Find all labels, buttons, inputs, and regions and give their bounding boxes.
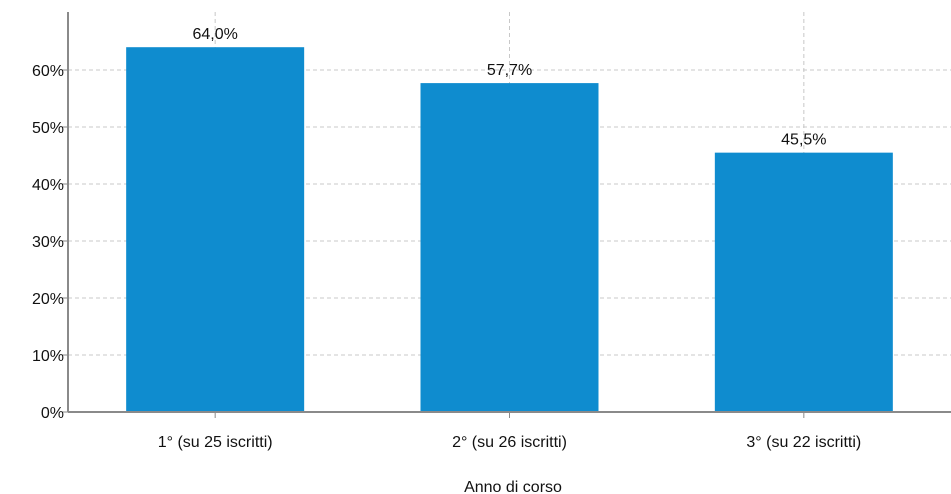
y-tick-label: 40%: [32, 177, 64, 194]
y-tick-label: 60%: [32, 63, 64, 80]
x-category-label: 3° (su 22 iscritti): [746, 434, 861, 451]
x-category-label: 1° (su 25 iscritti): [158, 434, 273, 451]
axes: [62, 12, 951, 418]
bars: [126, 47, 893, 413]
bar-value-label: 64,0%: [192, 26, 237, 43]
bar: [126, 47, 305, 412]
y-tick-label: 10%: [32, 348, 64, 365]
x-category-label: 2° (su 26 iscritti): [452, 434, 567, 451]
x-axis-title: Anno di corso: [464, 479, 562, 494]
y-tick-label: 20%: [32, 291, 64, 308]
y-tick-label: 30%: [32, 234, 64, 251]
bar-value-label: 57,7%: [487, 62, 532, 79]
bar-value-label: 45,5%: [781, 132, 826, 149]
labels: 0% 10% 20% 30% 40% 50% 60% 64,0% 1° (su 25 iscri…: [32, 26, 861, 451]
bar: [420, 83, 599, 413]
y-tick-label: 0%: [41, 405, 64, 422]
bar: [714, 152, 893, 412]
y-tick-label: 50%: [32, 120, 64, 137]
